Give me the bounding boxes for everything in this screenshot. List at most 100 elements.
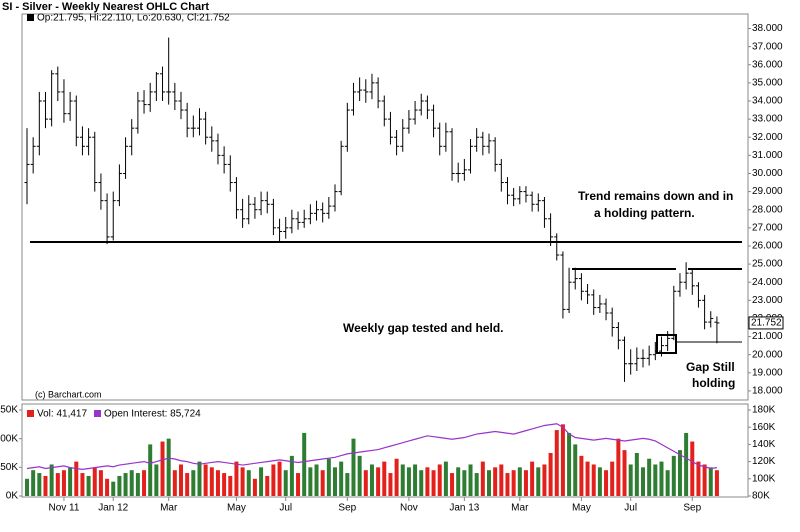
volume-bar (345, 473, 350, 496)
volume-bar (271, 464, 276, 496)
annotation: holding (692, 376, 735, 390)
open-interest-line (26, 423, 718, 470)
volume-bar (554, 430, 559, 496)
volume-bar (567, 432, 572, 496)
last-price-label: 21.752 (751, 318, 782, 329)
volume-bar (431, 470, 436, 496)
volume-bar (320, 470, 325, 496)
volume-bar (234, 461, 239, 496)
volume-bar (487, 470, 491, 496)
volume-bar (135, 473, 140, 496)
x-tick-label: Jan 13 (449, 503, 479, 514)
volume-bar (92, 467, 97, 496)
volume-bar (653, 464, 658, 496)
volume-bar (197, 461, 202, 496)
volume-bar (474, 473, 479, 496)
volume-bar (363, 470, 368, 496)
volume-frame (21, 403, 749, 498)
annotation: Weekly gap tested and held. (343, 321, 504, 335)
x-tick-label: Jan 12 (98, 503, 128, 514)
volume-bar (105, 478, 110, 496)
volume-bar (517, 467, 522, 496)
y-tick-label: 33.000 (752, 114, 783, 125)
volume-bar (265, 475, 270, 496)
volume-bar (413, 464, 418, 496)
volume-bar (425, 467, 430, 496)
x-tick-label: Nov (400, 503, 418, 514)
volume-bar (376, 467, 381, 496)
volume-bar (43, 475, 48, 496)
volume-bar (505, 473, 510, 496)
volume-bar (696, 461, 701, 496)
volume-bar (283, 470, 288, 496)
annotation: a holding pattern. (594, 206, 695, 220)
y-tick-label: 29.000 (752, 186, 783, 197)
y2-tick-label: 80K (752, 491, 770, 502)
volume-bar (296, 473, 301, 496)
x-tick-label: Sep (683, 503, 701, 514)
y-tick-label: 23.000 (752, 295, 783, 306)
volume-bar (690, 441, 695, 496)
volume-bar (419, 470, 424, 496)
volume-bar (480, 461, 485, 496)
x-tick-label: Sep (338, 503, 356, 514)
volume-bar (437, 464, 442, 496)
volume-bar (443, 461, 448, 496)
volume-bar (450, 473, 455, 496)
volume-bar (634, 453, 639, 496)
y-tick-label: 27.000 (752, 222, 783, 233)
volume-bar (172, 470, 177, 496)
volume-bar (677, 450, 682, 496)
volume-bar (684, 432, 689, 496)
volume-bar (468, 464, 473, 496)
legend-text: Open Interest: 85,724 (104, 409, 201, 420)
y-tick-label: 18.000 (752, 386, 783, 397)
volume-bar (111, 481, 116, 496)
y-tick-label: 38.000 (752, 23, 783, 34)
volume-bar (148, 444, 153, 496)
volume-bar (548, 453, 553, 496)
x-tick-label: Jul (624, 503, 637, 514)
volume-bar (129, 470, 134, 496)
x-tick-label: May (227, 503, 246, 514)
y-tick-label: 20.000 (752, 349, 783, 360)
volume-bar (665, 470, 670, 496)
x-tick-label: Mar (160, 503, 178, 514)
y-tick-label: 0K (6, 491, 19, 502)
legend-text: Op:21.795, Hi:22.110, Lo:20.630, Cl:21.7… (37, 13, 230, 24)
y2-tick-label: 140K (752, 439, 776, 450)
y-tick-label: 150K (0, 405, 18, 416)
volume-bar (462, 470, 467, 496)
volume-bar (209, 467, 214, 496)
y2-tick-label: 120K (752, 456, 776, 467)
volume-bar (357, 455, 362, 496)
volume-bar (49, 464, 54, 496)
volume-bar (573, 444, 578, 496)
volume-bar (333, 467, 337, 496)
annotation: Trend remains down and in (578, 189, 733, 203)
volume-bar (228, 475, 233, 496)
volume-bar (289, 455, 294, 496)
volume-bar (339, 461, 344, 496)
volume-bar (55, 473, 60, 496)
volume-bar (659, 461, 664, 496)
volume-bar (252, 478, 257, 496)
y-tick-label: 30.000 (752, 168, 783, 179)
volume-bar (80, 473, 85, 496)
volume-bar (406, 467, 411, 496)
y-tick-label: 50K (0, 462, 18, 473)
y-tick-label: 36.000 (752, 59, 783, 70)
volume-bar (628, 464, 633, 496)
y-tick-label: 24.000 (752, 277, 783, 288)
volume-bar (117, 475, 122, 496)
y2-tick-label: 100K (752, 473, 776, 484)
volume-bar (61, 470, 66, 496)
volume-bar (604, 470, 609, 496)
volume-bar (523, 470, 528, 496)
volume-bar (215, 470, 220, 496)
x-tick-label: Mar (511, 503, 529, 514)
volume-bar (394, 458, 399, 496)
volume-bar (25, 478, 29, 496)
legend-swatch (27, 14, 34, 21)
y-tick-label: 100K (0, 433, 18, 444)
